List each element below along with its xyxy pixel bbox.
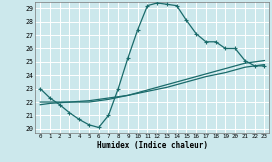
X-axis label: Humidex (Indice chaleur): Humidex (Indice chaleur) (97, 141, 208, 150)
